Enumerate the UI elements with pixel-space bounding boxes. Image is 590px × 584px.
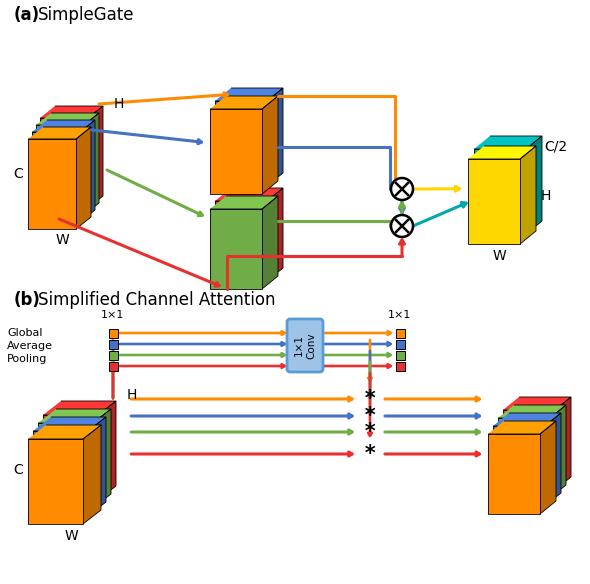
Polygon shape: [488, 434, 540, 514]
Text: C: C: [13, 463, 23, 477]
Polygon shape: [32, 132, 80, 222]
Polygon shape: [38, 409, 111, 423]
Polygon shape: [493, 413, 561, 426]
Text: W: W: [64, 529, 78, 543]
Text: C: C: [13, 166, 23, 180]
Text: *: *: [363, 406, 376, 426]
Polygon shape: [540, 421, 556, 514]
Polygon shape: [88, 106, 103, 208]
Polygon shape: [28, 439, 83, 524]
Bar: [395, 328, 405, 338]
Polygon shape: [474, 149, 526, 234]
Polygon shape: [210, 96, 278, 109]
Polygon shape: [84, 113, 99, 215]
Polygon shape: [43, 401, 116, 415]
Text: H: H: [127, 388, 137, 402]
Polygon shape: [498, 418, 550, 498]
Text: H: H: [114, 97, 124, 111]
Polygon shape: [474, 136, 542, 149]
Polygon shape: [555, 397, 571, 490]
Polygon shape: [468, 146, 536, 159]
Polygon shape: [38, 423, 93, 508]
Polygon shape: [262, 96, 278, 194]
FancyBboxPatch shape: [287, 319, 323, 372]
Polygon shape: [28, 139, 76, 229]
Polygon shape: [32, 120, 95, 132]
Text: *: *: [363, 422, 376, 442]
Text: (a): (a): [14, 6, 40, 24]
Polygon shape: [219, 205, 271, 285]
Polygon shape: [468, 159, 520, 244]
Text: SimpleGate: SimpleGate: [38, 6, 135, 24]
Circle shape: [391, 178, 413, 200]
Polygon shape: [262, 196, 278, 289]
Bar: [109, 350, 117, 360]
Polygon shape: [503, 410, 555, 490]
Polygon shape: [550, 405, 566, 498]
Polygon shape: [43, 415, 98, 500]
Polygon shape: [40, 106, 103, 118]
Polygon shape: [267, 88, 283, 186]
Polygon shape: [493, 426, 545, 506]
Text: C/2: C/2: [544, 140, 567, 154]
Polygon shape: [507, 414, 559, 494]
Polygon shape: [33, 417, 106, 431]
Bar: [395, 339, 405, 349]
Polygon shape: [36, 113, 99, 125]
Polygon shape: [215, 188, 283, 201]
Bar: [109, 361, 117, 370]
Polygon shape: [98, 401, 116, 500]
Text: W: W: [55, 233, 70, 247]
Text: *: *: [363, 389, 376, 409]
Text: Global
Average
Pooling: Global Average Pooling: [7, 328, 53, 364]
Polygon shape: [36, 125, 84, 215]
Text: 1×1: 1×1: [101, 310, 124, 320]
Polygon shape: [210, 196, 278, 209]
Bar: [109, 328, 117, 338]
Polygon shape: [503, 397, 571, 410]
Polygon shape: [498, 405, 566, 418]
Polygon shape: [28, 127, 91, 139]
Polygon shape: [76, 127, 91, 229]
Polygon shape: [93, 409, 111, 508]
Polygon shape: [545, 413, 561, 506]
Polygon shape: [33, 431, 88, 516]
Text: 1×1
Conv: 1×1 Conv: [294, 332, 316, 359]
Text: Simplified Channel Attention: Simplified Channel Attention: [38, 291, 276, 309]
Polygon shape: [210, 109, 262, 194]
Polygon shape: [83, 425, 101, 524]
Bar: [395, 350, 405, 360]
Polygon shape: [44, 122, 92, 212]
Polygon shape: [215, 101, 267, 186]
Bar: [395, 361, 405, 370]
Polygon shape: [88, 417, 106, 516]
Polygon shape: [80, 120, 95, 222]
Text: *: *: [363, 444, 376, 464]
Polygon shape: [210, 209, 262, 289]
Text: H: H: [541, 189, 552, 203]
Polygon shape: [215, 88, 283, 101]
Polygon shape: [219, 105, 271, 190]
Polygon shape: [215, 201, 267, 281]
Polygon shape: [488, 421, 556, 434]
Polygon shape: [267, 188, 283, 281]
Polygon shape: [478, 153, 530, 238]
Polygon shape: [526, 136, 542, 234]
Bar: [109, 339, 117, 349]
Text: W: W: [492, 249, 506, 263]
Polygon shape: [520, 146, 536, 244]
Text: 1×1: 1×1: [388, 310, 412, 320]
Polygon shape: [40, 118, 88, 208]
Circle shape: [391, 215, 413, 237]
Text: (b): (b): [14, 291, 41, 309]
Polygon shape: [47, 419, 102, 504]
Polygon shape: [28, 425, 101, 439]
